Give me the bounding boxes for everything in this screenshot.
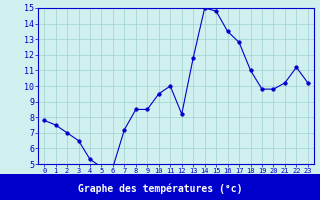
Text: Graphe des températures (°c): Graphe des températures (°c) <box>78 183 242 194</box>
